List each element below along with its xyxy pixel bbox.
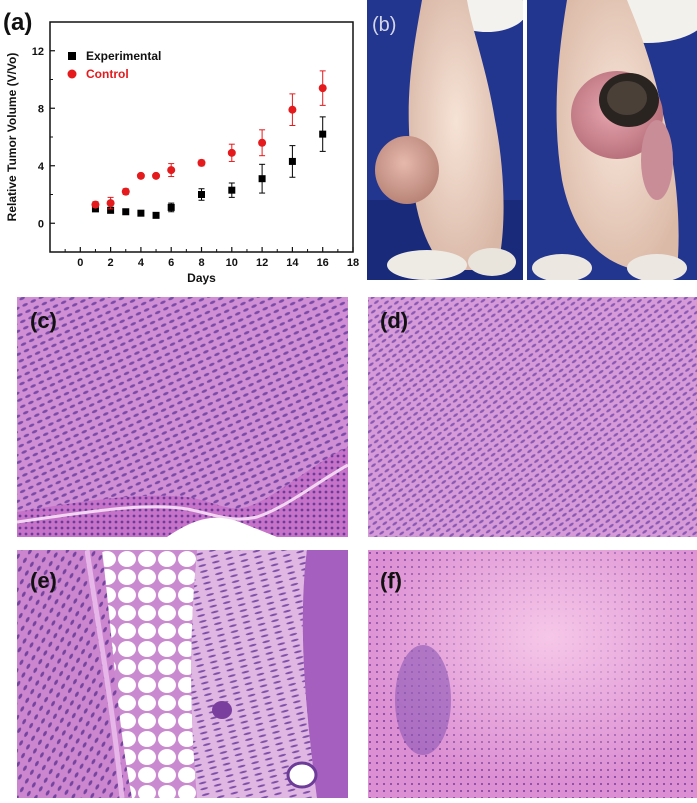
legend-marker-experimental	[68, 52, 76, 60]
data-point-experimental	[152, 211, 160, 219]
legend-label: Control	[86, 67, 129, 81]
histology-c	[17, 297, 348, 537]
panel-label-a: (a)	[3, 9, 33, 36]
data-point-experimental	[107, 206, 115, 214]
panel-label-d: (d)	[380, 308, 409, 333]
mouse-photo-right	[527, 0, 697, 280]
data-point-experimental	[288, 157, 296, 165]
data-point-experimental	[319, 130, 327, 138]
x-tick-label: 16	[317, 257, 329, 269]
x-tick-label: 10	[226, 257, 238, 269]
x-tick-label: 8	[198, 257, 204, 269]
data-point-experimental	[137, 209, 145, 217]
x-tick-label: 0	[77, 257, 83, 269]
tumor-volume-chart: 0 2 4 6 8 10 12 14 16 18 0 4 8 12 Days Relative Tumor V…	[5, 21, 359, 285]
y-tick-label: 4	[38, 161, 45, 173]
chart-panel-a: 0 2 4 6 8 10 12 14 16 18 0 4 8 12 Days Relative Tumor V…	[0, 0, 362, 290]
data-point-experimental	[91, 205, 99, 213]
x-tick-label: 12	[256, 257, 268, 269]
panel-label-f: (f)	[380, 568, 402, 593]
x-tick-label: 18	[347, 257, 359, 269]
y-tick-label: 12	[32, 46, 44, 58]
data-point-control	[106, 199, 115, 208]
data-point-control	[152, 171, 161, 180]
x-tick-label: 4	[138, 257, 145, 269]
y-tick-label: 8	[38, 103, 44, 115]
data-point-experimental	[258, 175, 266, 183]
legend-marker-control	[67, 69, 77, 79]
histology-f	[368, 550, 697, 798]
data-point-experimental	[122, 208, 130, 216]
data-point-control	[318, 84, 327, 93]
data-point-control	[258, 138, 267, 147]
panel-label-b: (b)	[372, 14, 397, 36]
data-point-experimental	[198, 191, 205, 198]
legend-label: Experimental	[86, 49, 161, 63]
data-point-control	[197, 158, 206, 167]
x-tick-label: 2	[108, 257, 114, 269]
y-axis-label: Relative Tumor Volume (V/Vo)	[5, 53, 19, 222]
data-point-experimental	[167, 203, 175, 211]
histology-e	[17, 550, 348, 798]
x-axis-label: Days	[187, 271, 216, 285]
data-point-experimental	[228, 186, 236, 194]
panel-label-e: (e)	[30, 568, 57, 593]
data-point-control	[288, 105, 297, 114]
histology-d	[368, 297, 697, 537]
data-point-control	[167, 166, 176, 175]
mouse-photo-left	[367, 0, 523, 280]
y-tick-label: 0	[38, 218, 44, 230]
panel-label-c: (c)	[30, 308, 57, 333]
data-point-control	[227, 148, 236, 157]
x-tick-label: 6	[168, 257, 174, 269]
data-point-control	[136, 171, 145, 180]
data-point-control	[121, 187, 130, 196]
x-tick-label: 14	[286, 257, 299, 269]
data-point-control	[91, 200, 100, 209]
